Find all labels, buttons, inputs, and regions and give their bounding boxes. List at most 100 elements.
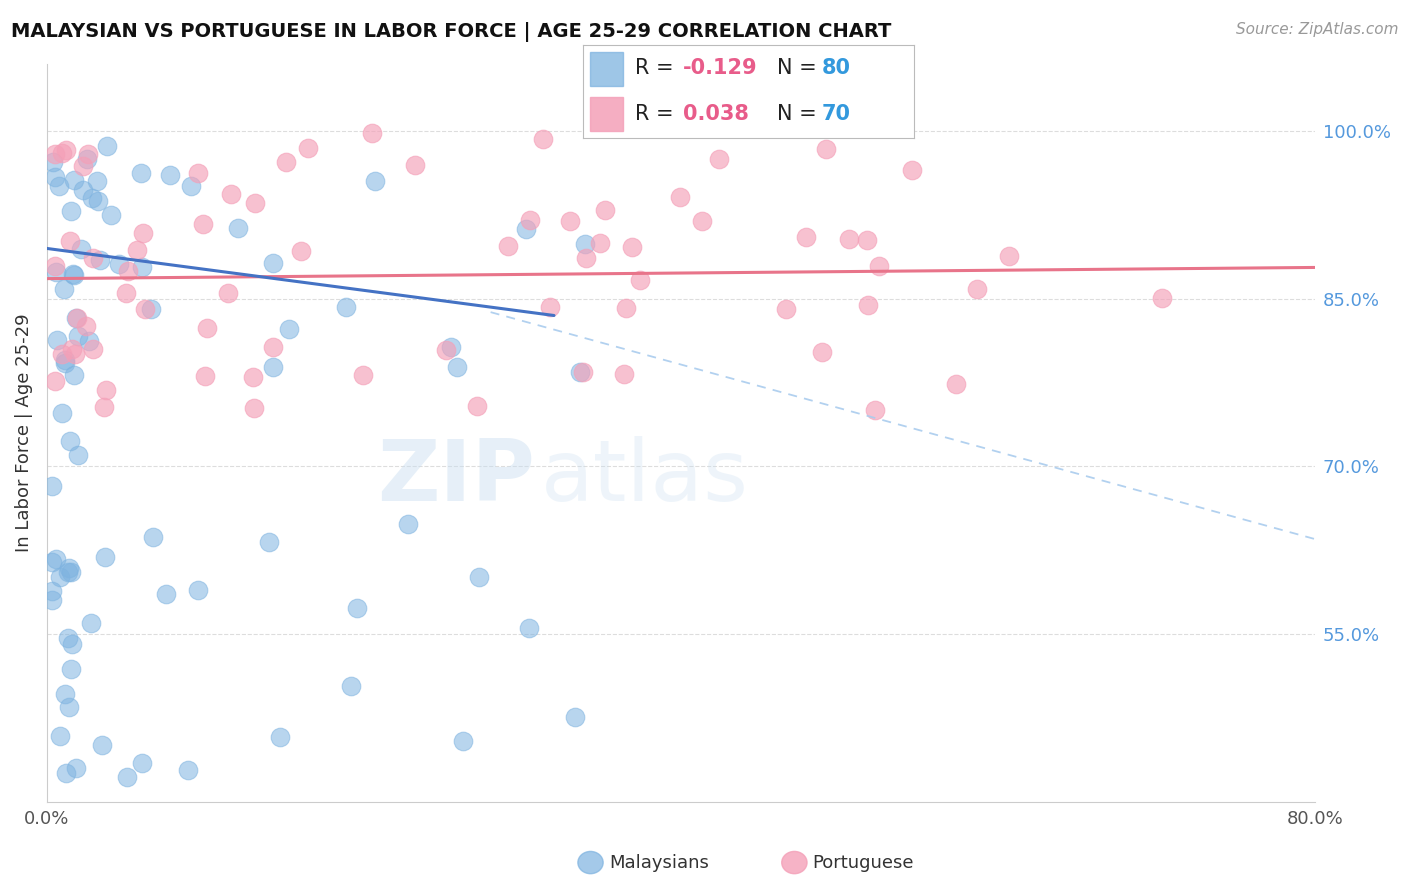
Point bbox=[51, 406, 73, 420]
Text: N =: N = bbox=[776, 103, 823, 124]
Point bbox=[245, 195, 267, 210]
Point bbox=[96, 139, 118, 153]
Point bbox=[335, 300, 357, 314]
Point bbox=[628, 273, 651, 287]
Point bbox=[89, 252, 111, 267]
Point bbox=[707, 152, 730, 166]
Point bbox=[468, 570, 491, 584]
Point bbox=[55, 143, 77, 157]
Point bbox=[45, 265, 67, 279]
Point bbox=[60, 342, 83, 356]
Point bbox=[66, 311, 89, 326]
Point bbox=[863, 403, 886, 417]
Point bbox=[59, 663, 82, 677]
Point bbox=[613, 368, 636, 382]
Point bbox=[187, 582, 209, 597]
Point bbox=[141, 301, 163, 316]
Point bbox=[82, 342, 104, 356]
Point bbox=[53, 282, 76, 296]
Text: 70: 70 bbox=[821, 103, 851, 124]
Point bbox=[56, 631, 79, 645]
Point bbox=[262, 256, 284, 270]
Point bbox=[41, 154, 63, 169]
Point bbox=[352, 368, 374, 382]
Point bbox=[794, 229, 817, 244]
Point bbox=[41, 584, 63, 599]
Point bbox=[1152, 291, 1174, 305]
Point bbox=[117, 264, 139, 278]
Point bbox=[127, 243, 149, 257]
Point bbox=[669, 190, 692, 204]
Point bbox=[195, 321, 218, 335]
Point bbox=[564, 710, 586, 724]
Text: R =: R = bbox=[634, 103, 681, 124]
Point bbox=[966, 282, 988, 296]
Point bbox=[63, 347, 86, 361]
Point bbox=[269, 730, 291, 744]
Point bbox=[76, 147, 98, 161]
Point bbox=[115, 285, 138, 300]
Point bbox=[856, 233, 879, 247]
Point bbox=[900, 163, 922, 178]
Point bbox=[48, 179, 70, 194]
Point bbox=[60, 637, 83, 651]
Point bbox=[519, 621, 541, 635]
Point bbox=[65, 311, 87, 326]
Point bbox=[775, 301, 797, 316]
Point bbox=[63, 268, 86, 282]
Text: -0.129: -0.129 bbox=[683, 59, 758, 78]
Point bbox=[134, 301, 156, 316]
Point bbox=[811, 344, 834, 359]
Point bbox=[44, 374, 66, 388]
Point bbox=[79, 334, 101, 348]
Point bbox=[48, 570, 70, 584]
Point bbox=[46, 333, 69, 347]
Point bbox=[100, 208, 122, 222]
Point bbox=[87, 194, 110, 208]
Point bbox=[187, 166, 209, 180]
Bar bbox=[591, 52, 623, 86]
Point bbox=[62, 173, 84, 187]
Text: Source: ZipAtlas.com: Source: ZipAtlas.com bbox=[1236, 22, 1399, 37]
Point bbox=[58, 699, 80, 714]
Point bbox=[65, 761, 87, 775]
Point bbox=[90, 738, 112, 752]
Point bbox=[80, 191, 103, 205]
Point bbox=[496, 238, 519, 252]
Point bbox=[571, 365, 593, 379]
Text: N =: N = bbox=[776, 59, 823, 78]
Point bbox=[574, 236, 596, 251]
Text: Malaysians: Malaysians bbox=[609, 854, 709, 871]
Point bbox=[856, 298, 879, 312]
Point bbox=[86, 174, 108, 188]
Point bbox=[453, 734, 475, 748]
Point bbox=[56, 565, 79, 579]
Point bbox=[465, 399, 488, 413]
Point bbox=[51, 146, 73, 161]
Point bbox=[278, 322, 301, 336]
Point bbox=[193, 218, 215, 232]
Point bbox=[620, 240, 643, 254]
Point bbox=[558, 214, 581, 228]
Point bbox=[440, 340, 463, 354]
Point bbox=[276, 155, 298, 169]
Point bbox=[63, 368, 86, 383]
Point bbox=[243, 401, 266, 415]
Point bbox=[868, 259, 890, 273]
Point bbox=[690, 214, 713, 228]
Point bbox=[364, 174, 387, 188]
Point bbox=[44, 146, 66, 161]
Point bbox=[297, 141, 319, 155]
Point bbox=[945, 376, 967, 391]
Point bbox=[396, 517, 419, 532]
Point bbox=[446, 359, 468, 374]
Point bbox=[131, 226, 153, 240]
Point bbox=[614, 301, 637, 316]
Point bbox=[588, 236, 610, 251]
Point bbox=[131, 756, 153, 770]
Point bbox=[94, 549, 117, 564]
Point bbox=[115, 770, 138, 784]
Point bbox=[177, 763, 200, 777]
Point bbox=[59, 234, 82, 248]
Point bbox=[180, 178, 202, 193]
